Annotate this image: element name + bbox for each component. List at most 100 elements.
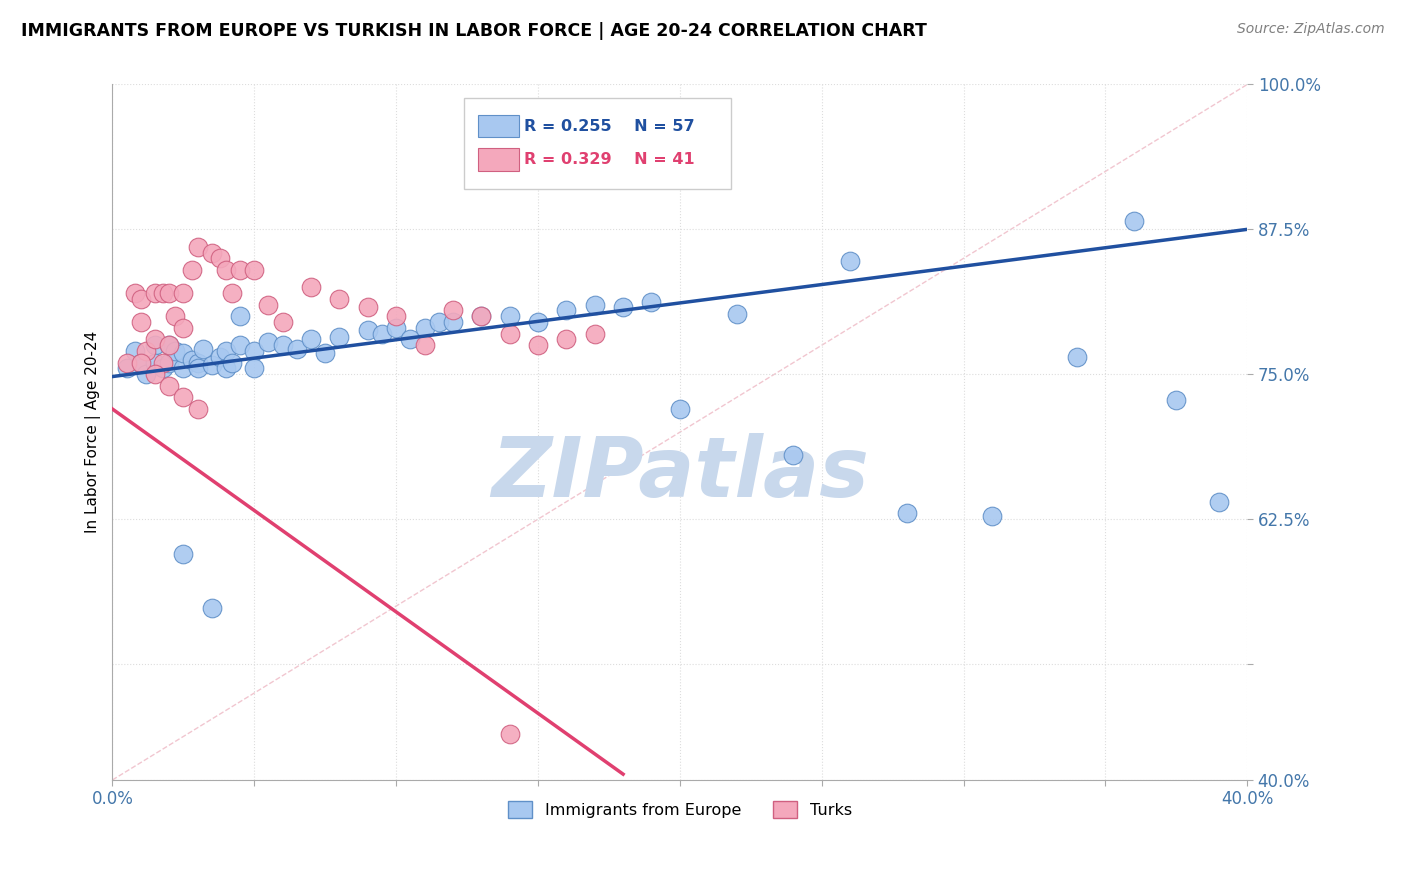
Point <box>257 334 280 349</box>
Point <box>498 326 520 341</box>
Point <box>314 346 336 360</box>
Point <box>143 338 166 352</box>
Point <box>186 361 208 376</box>
Point <box>201 245 224 260</box>
Point <box>163 344 186 359</box>
Point <box>143 333 166 347</box>
Point <box>157 286 180 301</box>
Point <box>180 353 202 368</box>
Point <box>172 391 194 405</box>
Point <box>385 310 408 324</box>
Text: ZIPatlas: ZIPatlas <box>491 434 869 515</box>
Point <box>157 356 180 370</box>
Point <box>172 547 194 561</box>
Point <box>172 346 194 360</box>
Point <box>186 240 208 254</box>
Point <box>129 356 152 370</box>
Point <box>981 508 1004 523</box>
Point <box>1122 214 1144 228</box>
Text: IMMIGRANTS FROM EUROPE VS TURKISH IN LABOR FORCE | AGE 20-24 CORRELATION CHART: IMMIGRANTS FROM EUROPE VS TURKISH IN LAB… <box>21 22 927 40</box>
Point <box>470 310 492 324</box>
Point <box>152 286 174 301</box>
Point <box>299 333 322 347</box>
Point <box>285 342 308 356</box>
Point <box>143 368 166 382</box>
Point <box>209 350 232 364</box>
Point <box>215 344 238 359</box>
Text: R = 0.255    N = 57: R = 0.255 N = 57 <box>524 119 695 134</box>
Point <box>215 361 238 376</box>
Point <box>371 326 394 341</box>
Point <box>839 253 862 268</box>
Point <box>221 286 243 301</box>
Point <box>441 303 464 318</box>
Point <box>221 356 243 370</box>
Text: Source: ZipAtlas.com: Source: ZipAtlas.com <box>1237 22 1385 37</box>
Point <box>143 286 166 301</box>
Point <box>115 356 138 370</box>
Point <box>640 295 662 310</box>
Point <box>896 506 918 520</box>
Point <box>527 315 550 329</box>
Point <box>243 361 266 376</box>
Point <box>243 263 266 277</box>
Point <box>1066 350 1088 364</box>
Text: R = 0.329    N = 41: R = 0.329 N = 41 <box>524 152 695 167</box>
Point <box>186 356 208 370</box>
Point <box>299 280 322 294</box>
Point <box>124 286 146 301</box>
Point <box>201 358 224 372</box>
Point <box>385 321 408 335</box>
Point <box>357 300 380 314</box>
Point <box>583 326 606 341</box>
Point <box>143 356 166 370</box>
Point <box>257 298 280 312</box>
Point <box>328 330 350 344</box>
Point <box>157 338 180 352</box>
Point <box>180 263 202 277</box>
Point <box>527 338 550 352</box>
Point <box>669 402 692 417</box>
Point <box>135 368 157 382</box>
Point <box>498 726 520 740</box>
Point <box>413 321 436 335</box>
Point <box>172 361 194 376</box>
Point <box>129 356 152 370</box>
Point <box>193 342 215 356</box>
FancyBboxPatch shape <box>478 148 519 170</box>
Point <box>163 310 186 324</box>
Point <box>172 321 194 335</box>
FancyBboxPatch shape <box>478 115 519 137</box>
Point <box>399 333 422 347</box>
Y-axis label: In Labor Force | Age 20-24: In Labor Force | Age 20-24 <box>86 331 101 533</box>
Point <box>555 303 578 318</box>
Point <box>172 286 194 301</box>
Point <box>186 402 208 417</box>
Point <box>271 338 294 352</box>
Point <box>152 361 174 376</box>
Point <box>612 300 634 314</box>
Point <box>209 252 232 266</box>
Point <box>152 356 174 370</box>
Point <box>229 263 252 277</box>
Point <box>129 292 152 306</box>
Point <box>229 338 252 352</box>
Point <box>243 344 266 359</box>
Point <box>124 344 146 359</box>
Point <box>470 310 492 324</box>
Point <box>115 361 138 376</box>
Point <box>1166 392 1188 407</box>
Point <box>427 315 450 329</box>
Point <box>201 601 224 615</box>
Point <box>555 333 578 347</box>
Point <box>725 307 748 321</box>
Point <box>157 379 180 393</box>
Point <box>135 344 157 359</box>
Point <box>157 338 180 352</box>
Point <box>215 263 238 277</box>
Point <box>441 315 464 329</box>
Point <box>413 338 436 352</box>
Point <box>271 315 294 329</box>
FancyBboxPatch shape <box>464 98 731 189</box>
Legend: Immigrants from Europe, Turks: Immigrants from Europe, Turks <box>502 795 858 824</box>
